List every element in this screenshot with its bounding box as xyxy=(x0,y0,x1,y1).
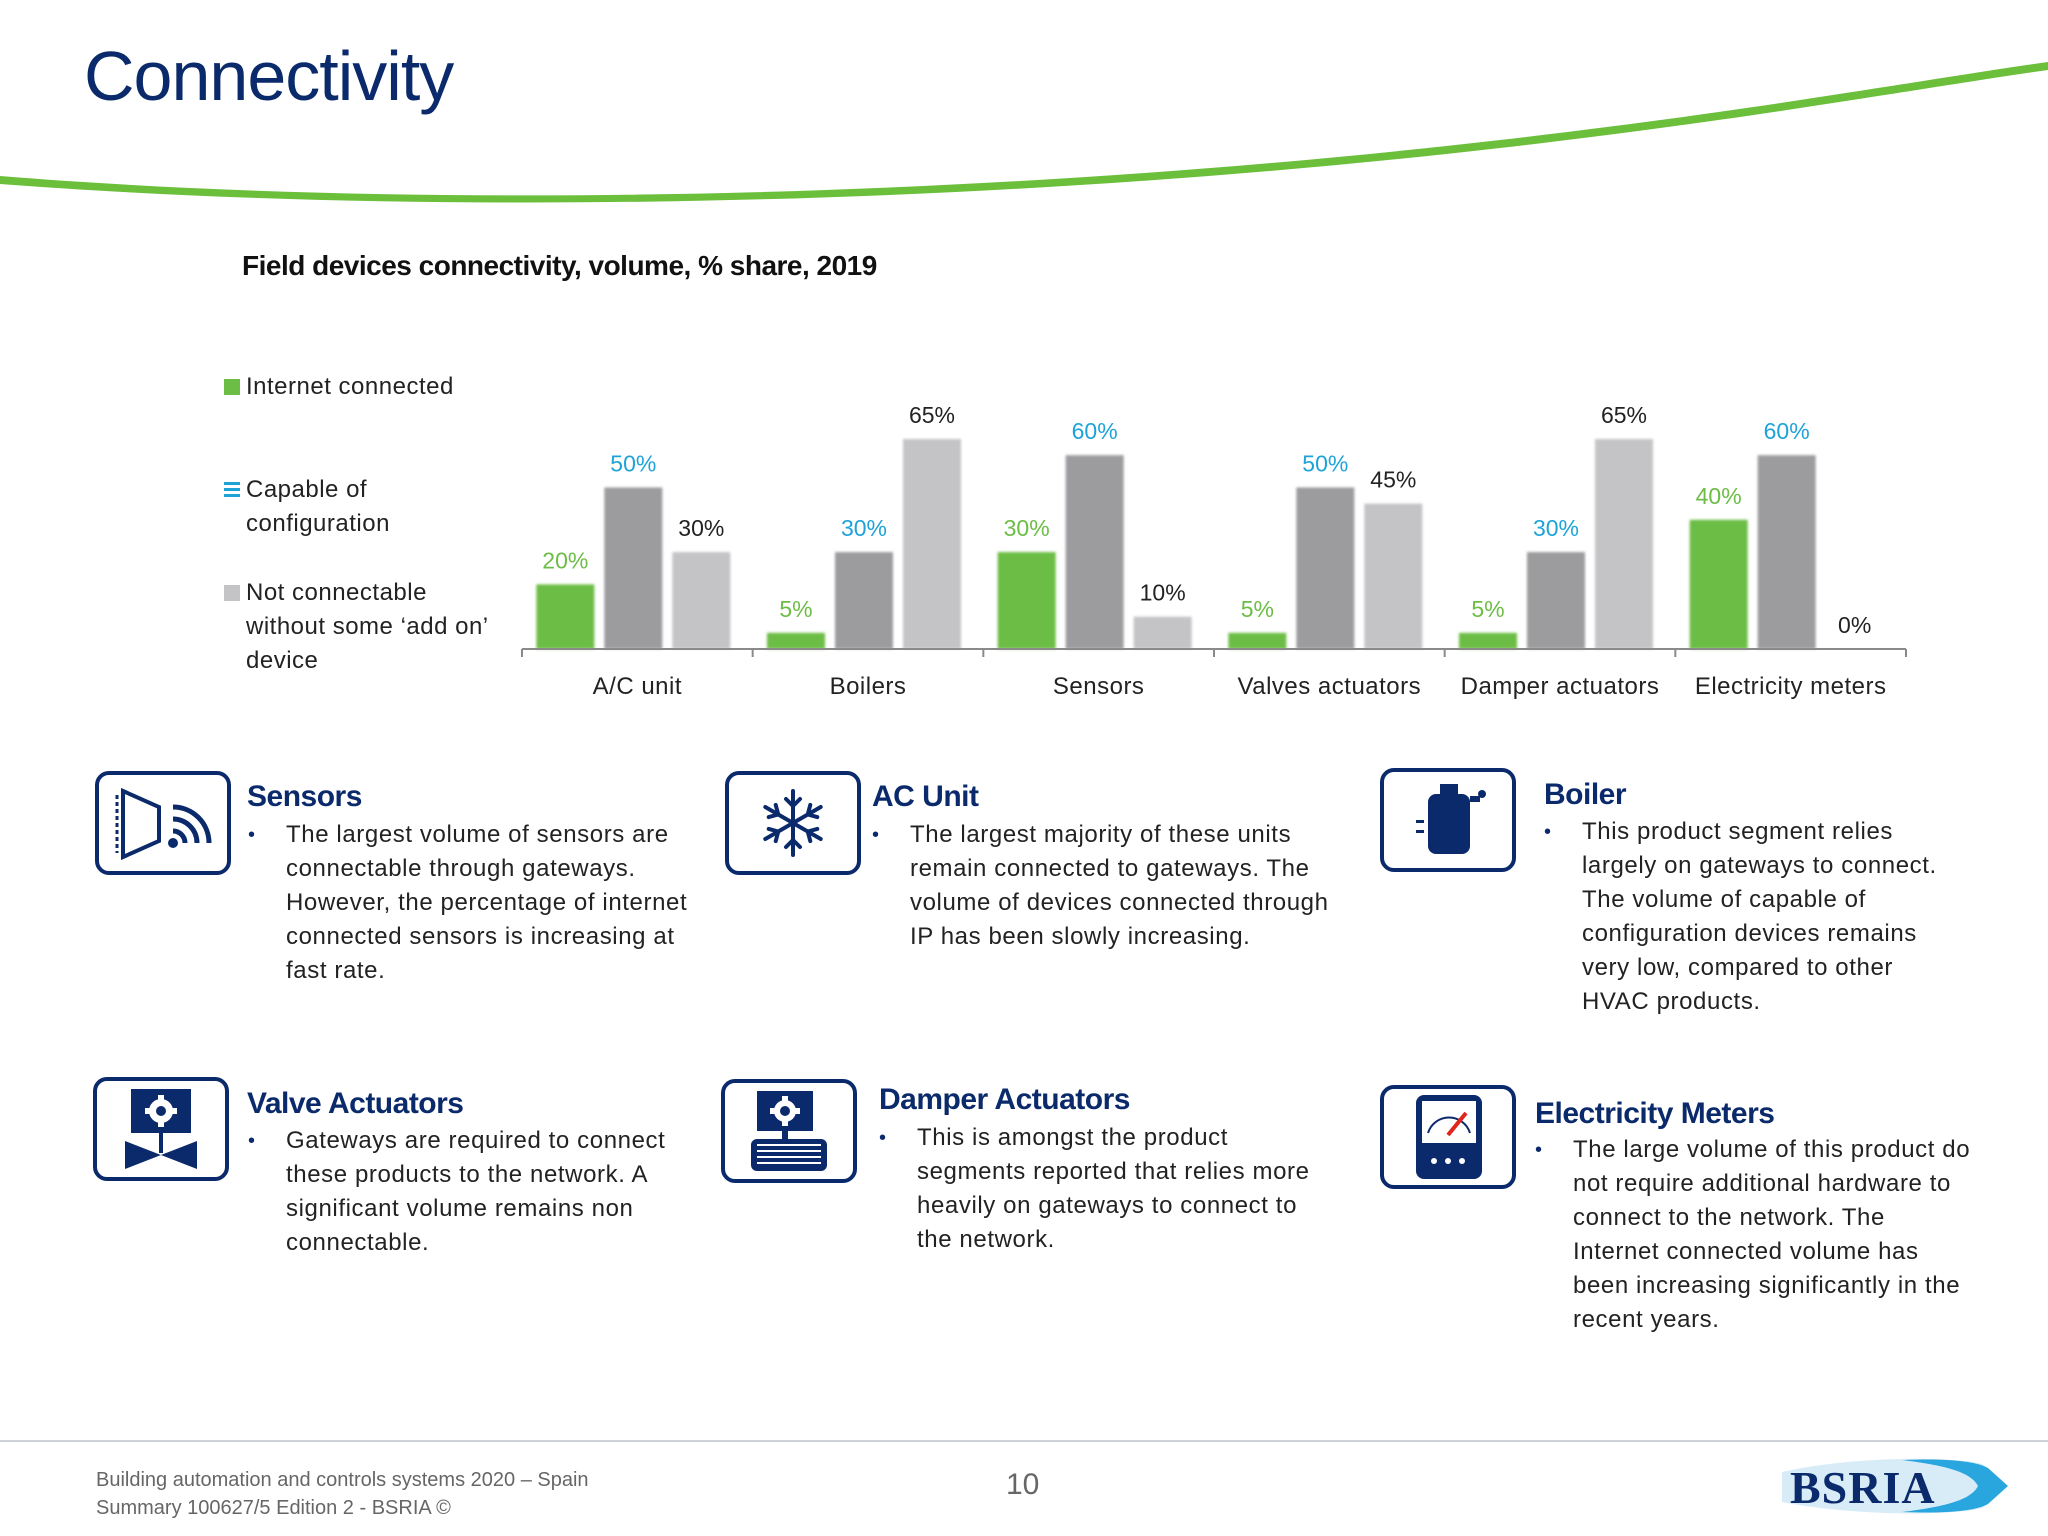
bullet-icon: • xyxy=(248,824,256,846)
category-label: Electricity meters xyxy=(1695,673,1887,700)
legend-label: Internet connected xyxy=(246,373,454,400)
bar-not-connectable xyxy=(1364,503,1423,649)
data-label: 0% xyxy=(1838,612,1871,638)
data-label: 30% xyxy=(841,515,887,541)
bar-capable-of-configuration xyxy=(1296,487,1355,649)
card-title-boiler: Boiler xyxy=(1544,778,1627,811)
data-label: 20% xyxy=(542,547,588,573)
bullet-icon: • xyxy=(1535,1139,1543,1161)
bar-not-connectable xyxy=(903,439,961,649)
bar-internet-connected xyxy=(1689,519,1748,649)
bar-internet-connected xyxy=(767,632,825,649)
data-label: 30% xyxy=(1533,515,1579,541)
footer-line-1: Building automation and controls systems… xyxy=(96,1469,589,1491)
damper-actuator-icon xyxy=(721,1079,857,1183)
legend-item-not-connectable: Not connectable without some ‘add on’ de… xyxy=(224,576,546,678)
card-text-body: This product segment relies largely on g… xyxy=(1582,818,1937,1015)
legend-item-capable-of-configuration: Capable of configuration xyxy=(224,473,546,541)
bar-capable-of-configuration xyxy=(1065,455,1124,649)
card-text-body: This is amongst the product segments rep… xyxy=(917,1124,1310,1253)
footer-text: Building automation and controls systems… xyxy=(96,1466,589,1522)
footer-divider xyxy=(0,1440,2048,1442)
page-title: Connectivity xyxy=(84,37,454,115)
card-text-body: The large volume of this product do not … xyxy=(1573,1136,1971,1333)
bar-not-connectable xyxy=(672,552,731,649)
card-title-electricity-meters: Electricity Meters xyxy=(1535,1097,1775,1130)
category-label: Sensors xyxy=(1053,673,1145,700)
bar-capable-of-configuration xyxy=(1527,552,1585,649)
bar-not-connectable xyxy=(1595,439,1653,649)
bar-internet-connected xyxy=(1459,632,1517,649)
data-label: 5% xyxy=(779,596,812,622)
bar-capable-of-configuration xyxy=(1757,455,1816,649)
category-label: Valves actuators xyxy=(1238,673,1422,700)
bullet-icon: • xyxy=(248,1130,256,1152)
card-text-body: The largest volume of sensors are connec… xyxy=(286,821,688,984)
legend-swatch xyxy=(224,585,240,601)
electricity-meter-icon xyxy=(1380,1085,1516,1189)
bar-internet-connected xyxy=(997,552,1056,649)
data-label: 5% xyxy=(1471,596,1504,622)
legend-label: Capable of configuration xyxy=(246,476,390,537)
bar-internet-connected xyxy=(536,584,595,649)
legend-swatch xyxy=(224,482,240,498)
category-label: Boilers xyxy=(830,673,907,700)
data-label: 50% xyxy=(610,450,656,476)
card-text-electricity-meters: • The large volume of this product do no… xyxy=(1535,1133,1973,1337)
bullet-icon: • xyxy=(872,824,880,846)
bar-chart: 20% 50% 30% 5% 30% 65% 30% 60% 10% 5% 50% 45% 5% 30% 6… xyxy=(521,402,1907,700)
card-title-ac-unit: AC Unit xyxy=(872,780,979,813)
bullet-icon: • xyxy=(1544,821,1552,843)
data-label: 60% xyxy=(1764,418,1810,444)
card-text-ac-unit: • The largest majority of these units re… xyxy=(872,818,1330,954)
data-label: 30% xyxy=(678,515,724,541)
footer-line-2: Summary 100627/5 Edition 2 - BSRIA © xyxy=(96,1497,451,1519)
data-label: 45% xyxy=(1370,467,1416,493)
card-title-valve-actuators: Valve Actuators xyxy=(247,1087,464,1120)
card-title-sensors: Sensors xyxy=(247,780,362,813)
legend-label: Not connectable without some ‘add on’ de… xyxy=(246,579,489,674)
legend-item-internet-connected: Internet connected xyxy=(224,370,546,404)
bsria-logo-text: BSRIA xyxy=(1790,1462,1936,1513)
data-label: 50% xyxy=(1302,450,1348,476)
category-label: Damper actuators xyxy=(1461,673,1660,700)
chart-title: Field devices connectivity, volume, % sh… xyxy=(242,250,877,281)
boiler-icon xyxy=(1380,768,1516,872)
data-label: 30% xyxy=(1004,515,1050,541)
snowflake-icon xyxy=(725,771,861,875)
data-label: 5% xyxy=(1241,596,1274,622)
data-label: 40% xyxy=(1696,483,1742,509)
bar-capable-of-configuration xyxy=(835,552,893,649)
card-text-boiler: • This product segment relies largely on… xyxy=(1544,815,1962,1019)
data-label: 65% xyxy=(1601,402,1647,428)
card-text-damper-actuators: • This is amongst the product segments r… xyxy=(879,1121,1317,1257)
valve-actuator-icon xyxy=(93,1077,229,1181)
bar-internet-connected xyxy=(1228,632,1287,649)
legend-swatch xyxy=(224,379,240,395)
data-label: 10% xyxy=(1140,580,1186,606)
bar-capable-of-configuration xyxy=(604,487,663,649)
bsria-logo xyxy=(1782,1458,2008,1514)
page-number: 10 xyxy=(1006,1468,1040,1501)
category-label: A/C unit xyxy=(593,673,682,700)
data-label: 65% xyxy=(909,402,955,428)
card-text-valve-actuators: • Gateways are required to connect these… xyxy=(248,1124,706,1260)
sensor-icon xyxy=(95,771,231,875)
data-label: 60% xyxy=(1072,418,1118,444)
card-text-body: Gateways are required to connect these p… xyxy=(286,1127,666,1256)
card-text-sensors: • The largest volume of sensors are conn… xyxy=(248,818,706,988)
bullet-icon: • xyxy=(879,1127,887,1149)
bar-not-connectable xyxy=(1133,616,1192,649)
card-title-damper-actuators: Damper Actuators xyxy=(879,1083,1130,1116)
card-text-body: The largest majority of these units rema… xyxy=(910,821,1329,950)
